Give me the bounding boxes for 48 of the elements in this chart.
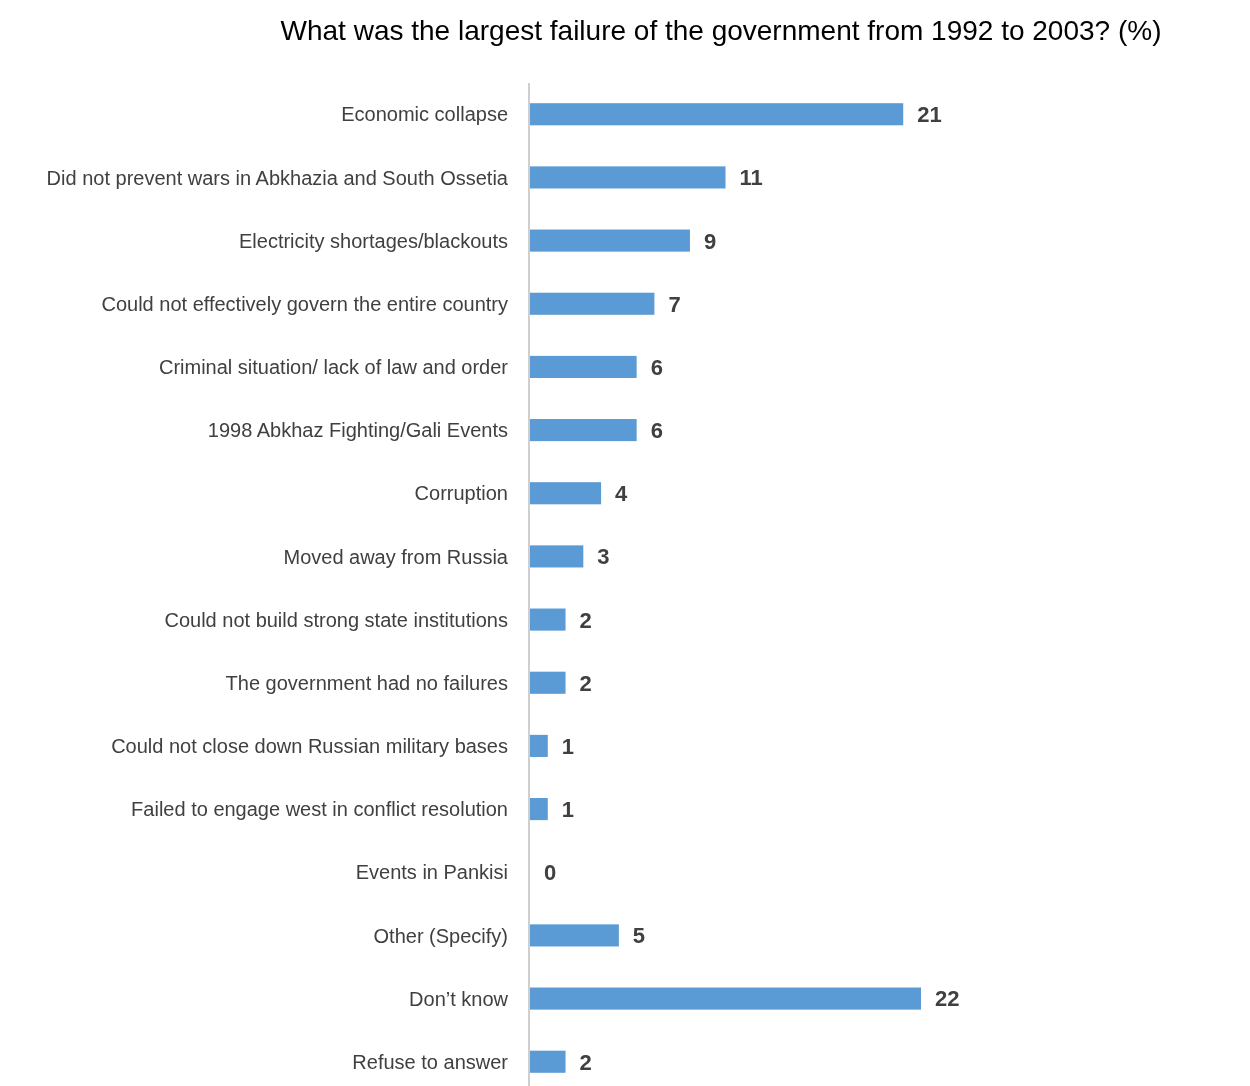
y-tick-label: Corruption: [414, 482, 508, 505]
y-tick-label: Electricity shortages/blackouts: [238, 229, 508, 252]
data-label: 1: [561, 733, 575, 759]
y-tick-label: Could not effectively govern the entire country: [101, 292, 508, 315]
data-label: 3: [597, 544, 610, 570]
bar: [530, 482, 602, 505]
y-tick-label: Economic collapse: [341, 103, 508, 126]
data-label: 22: [935, 986, 960, 1012]
data-label: 21: [917, 102, 942, 128]
data-label: 11: [739, 165, 763, 191]
data-label: 0: [544, 860, 557, 886]
data-label: 2: [579, 607, 592, 633]
data-label: 6: [650, 418, 663, 444]
bar: [530, 166, 726, 189]
data-label: 1: [561, 797, 575, 822]
data-label: 9: [703, 228, 717, 254]
bar: [530, 229, 690, 252]
y-tick-label: Failed to engage west in conflict resolution: [131, 798, 508, 821]
y-tick-label: Moved away from Russia: [283, 545, 509, 568]
bar: [530, 1050, 566, 1073]
y-tick-label: Could not build strong state institutions: [164, 608, 508, 631]
data-label: 5: [632, 923, 646, 949]
y-tick-label: Don’t know: [409, 987, 509, 1010]
bar: [530, 608, 566, 631]
bar: [530, 103, 904, 126]
y-tick-label: Criminal situation/ lack of law and order: [158, 356, 509, 379]
y-tick-label: Could not close down Russian military bases: [111, 735, 508, 758]
bar: [530, 987, 921, 1010]
bar: [530, 798, 548, 821]
data-label: 4: [615, 481, 629, 507]
bar: [530, 292, 655, 315]
chart-title: What was the largest failure of the government from 1992 to 2003? (%): [280, 15, 1162, 46]
y-tick-label: 1998 Abkhaz Fighting/Gali Events: [207, 419, 508, 442]
y-tick-label: The government had no failures: [225, 671, 508, 694]
bar: [530, 734, 548, 757]
y-tick-label: Did not prevent wars in Abkhazia and South Ossetia: [46, 166, 509, 189]
y-tick-label: Refuse to answer: [352, 1050, 509, 1073]
data-label: 6: [650, 354, 663, 380]
bar: [530, 419, 637, 442]
data-label: 7: [668, 291, 681, 317]
bar: [530, 355, 637, 378]
y-tick-label: Other (Specify): [373, 924, 508, 947]
data-label: 2: [579, 670, 592, 696]
bar: [530, 545, 584, 568]
bar: [530, 671, 566, 694]
data-label: 2: [579, 1049, 592, 1075]
bar: [530, 924, 619, 947]
y-tick-label: Events in Pankisi: [355, 861, 508, 884]
